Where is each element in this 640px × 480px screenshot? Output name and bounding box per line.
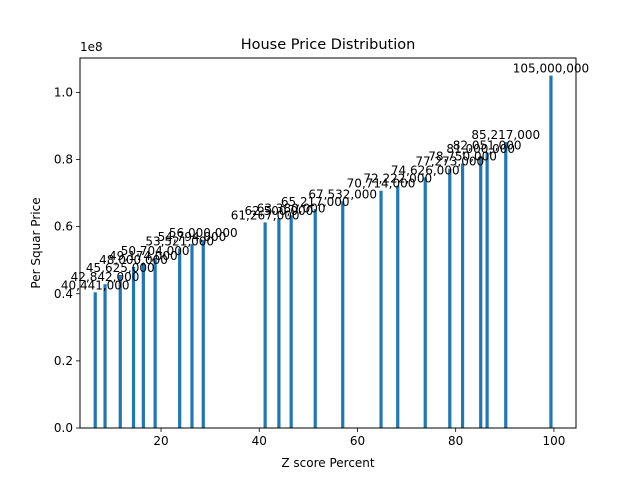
bar <box>460 163 465 428</box>
bar-value-label: 82,051,000 <box>453 139 522 153</box>
bar <box>277 218 281 428</box>
x-axis-label: Z score Percent <box>281 456 375 470</box>
bar <box>118 274 122 428</box>
bar-labels-group: 40,441,00042,842,00045,625,00048,000,000… <box>61 62 589 293</box>
bar-value-label: 74,626,000 <box>391 164 460 178</box>
bar <box>178 248 182 428</box>
bar <box>103 284 107 428</box>
bar-value-label: 50,704,000 <box>121 244 190 258</box>
y-offset-label: 1e8 <box>80 40 103 54</box>
x-tick-label: 80 <box>448 434 463 448</box>
x-tick-label: 60 <box>350 434 365 448</box>
bar-value-label: 67,532,000 <box>308 187 377 201</box>
bar <box>313 209 317 428</box>
bar-value-label: 56,000,000 <box>169 226 238 240</box>
y-tick-label: 1.0 <box>54 85 73 99</box>
bar-value-label: 62,500,000 <box>245 204 314 218</box>
chart-title: House Price Distribution <box>241 37 416 53</box>
bar-value-label: 70,714,000 <box>347 177 416 191</box>
bar <box>153 257 157 428</box>
y-tick-label: 0.6 <box>54 220 73 234</box>
bar-value-label: 78,750,000 <box>428 150 497 164</box>
bar-value-label: 48,000,000 <box>99 253 168 267</box>
x-axis-ticks: 20 40 60 80 100 <box>153 428 565 448</box>
bar <box>479 156 483 428</box>
bar <box>141 262 145 428</box>
x-tick-label: 20 <box>153 434 168 448</box>
bar <box>289 215 293 428</box>
bar <box>201 240 205 428</box>
bar-value-label: 49,174,000 <box>109 249 178 263</box>
bar <box>485 152 489 428</box>
y-axis-ticks: 0.0 0.2 0.4 0.6 0.8 1.0 <box>54 85 80 435</box>
bar-value-label: 42,842,000 <box>71 270 140 284</box>
y-axis-label: Per Squar Price <box>29 197 43 288</box>
bar-value-label: 81,000,000 <box>446 142 515 156</box>
x-tick-label: 100 <box>542 434 565 448</box>
bar <box>549 75 553 428</box>
bar-value-label: 77,273,000 <box>415 155 484 169</box>
y-tick-label: 0.4 <box>54 287 73 301</box>
bar-value-label: 105,000,000 <box>513 62 589 76</box>
y-tick-label: 0.0 <box>54 421 73 435</box>
bar-value-label: 65,217,000 <box>281 195 350 209</box>
bars-group <box>93 75 553 428</box>
bar <box>190 244 194 428</box>
bar-value-label: 72,222,000 <box>363 172 432 186</box>
y-tick-label: 0.2 <box>54 354 73 368</box>
bar <box>504 142 508 428</box>
bar-value-label: 53,521,000 <box>145 234 214 248</box>
bar <box>396 185 400 428</box>
bar-value-label: 45,625,000 <box>86 261 155 275</box>
x-tick-label: 40 <box>252 434 267 448</box>
bar <box>448 168 452 428</box>
bar <box>341 201 345 428</box>
bar-value-label: 54,794,000 <box>158 230 227 244</box>
bar-value-label: 85,217,000 <box>471 128 540 142</box>
bar <box>379 190 383 428</box>
plot-frame <box>79 57 577 429</box>
bar-value-label: 40,441,000 <box>61 278 130 292</box>
y-tick-label: 0.8 <box>54 153 73 167</box>
bar <box>93 292 97 428</box>
bar <box>423 177 427 428</box>
bar <box>263 222 267 428</box>
bar-value-label: 61,267,000 <box>231 208 300 222</box>
bar-value-label: 63,380,000 <box>257 201 326 215</box>
bar <box>131 266 136 428</box>
